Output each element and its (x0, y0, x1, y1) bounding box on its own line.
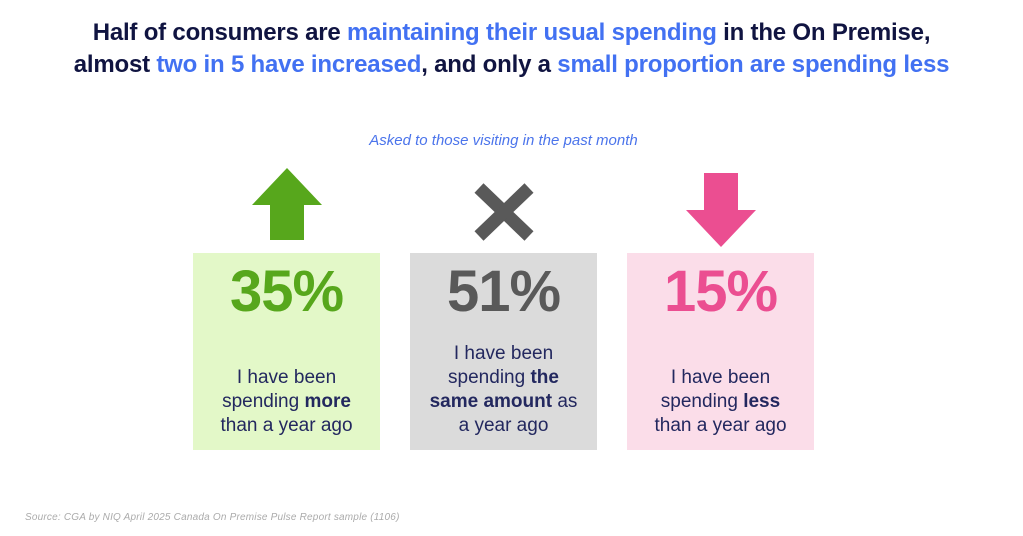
desc-text: as a year ago (458, 391, 578, 436)
icon-cell (193, 168, 380, 253)
title-segment: , and only a (421, 51, 558, 78)
source-note: Source: CGA by NIQ April 2025 Canada On … (25, 512, 400, 523)
title-segment: almost (73, 51, 157, 78)
stat-card-spending-less: 15% I have been spending less than a yea… (627, 253, 814, 450)
down-arrow-icon (685, 173, 756, 247)
stats-row: 35% I have been spending more than a yea… (193, 168, 814, 450)
title-segment-highlight: small proportion are spending less (557, 51, 950, 78)
x-mark-icon (473, 183, 534, 241)
desc-text-bold: less (743, 391, 781, 412)
question-subtitle: Asked to those visiting in the past mont… (369, 132, 638, 149)
stat-spending-more: 35% I have been spending more than a yea… (193, 168, 380, 450)
desc-text-bold: more (304, 391, 351, 412)
icon-cell (627, 168, 814, 253)
stat-spending-same: 51% I have been spending the same amount… (410, 168, 597, 450)
percent-value: 51% (446, 259, 561, 324)
page-title: Half of consumers are maintaining their … (0, 17, 1023, 81)
percent-value: 35% (229, 259, 344, 324)
title-segment-highlight: maintaining their usual spending (347, 19, 717, 46)
desc-text: than a year ago (654, 415, 787, 436)
stat-card-spending-same: 51% I have been spending the same amount… (410, 253, 597, 450)
title-segment: Half of consumers are (92, 19, 348, 46)
stat-description: I have been spending the same amount as … (423, 342, 584, 438)
stat-description: I have been spending more than a year ag… (206, 366, 367, 438)
stat-card-spending-more: 35% I have been spending more than a yea… (193, 253, 380, 450)
desc-text: than a year ago (220, 415, 353, 436)
title-segment: in the On Premise, (716, 19, 931, 46)
desc-text: I have been spending (448, 343, 554, 388)
stat-description: I have been spending less than a year ag… (640, 366, 801, 438)
percent-value: 15% (663, 259, 778, 324)
icon-cell (410, 168, 597, 253)
title-segment-highlight: two in 5 have increased (156, 51, 422, 78)
desc-text-bold: the same amount (429, 367, 559, 412)
desc-text: I have been spending (222, 367, 337, 412)
desc-text: I have been spending (660, 367, 771, 412)
stat-spending-less: 15% I have been spending less than a yea… (627, 168, 814, 450)
up-arrow-icon (251, 168, 322, 240)
